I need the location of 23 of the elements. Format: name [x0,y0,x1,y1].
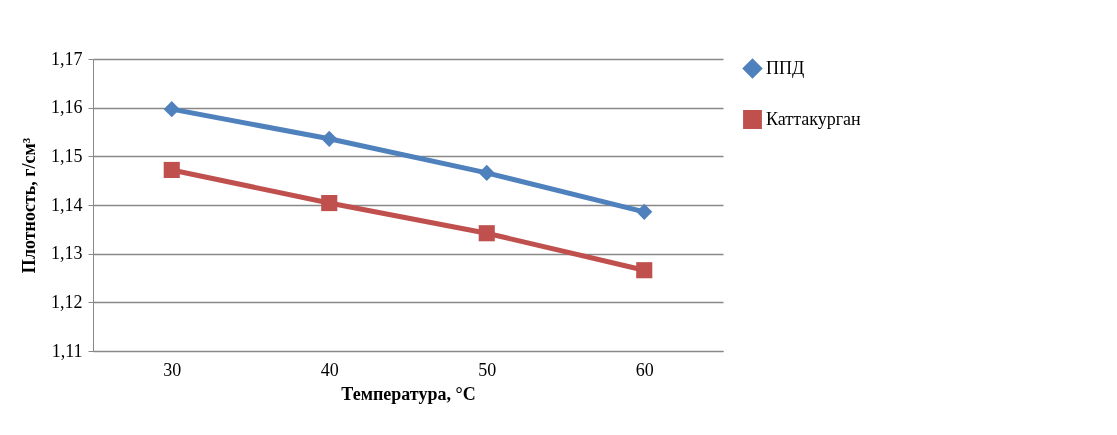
x-tick-label: 30 [163,359,182,380]
legend-label: ППД [766,57,805,78]
point [321,130,338,147]
x-tick-label: 50 [478,359,497,380]
point [163,101,180,118]
y-tick-label: 1,11 [51,340,83,361]
y-tick-label: 1,12 [51,291,83,312]
x-tick-label: 60 [635,359,654,380]
point [478,225,495,242]
y-tick-label: 1,13 [51,243,83,264]
y-axis-title: Плотность, г/см³ [19,137,39,274]
point [636,203,653,220]
y-tick-label: 1,15 [51,145,83,166]
x-axis-title: Температура, °C [341,383,476,404]
x-tick-label: 40 [320,359,339,380]
point [163,161,180,179]
y-tick-label: 1,16 [51,97,83,118]
y-tick-label: 1,17 [51,48,83,69]
point [321,194,338,212]
y-tick-label: 1,14 [51,194,83,215]
legend-label: Каттакурган [766,108,862,129]
point [636,262,653,279]
point [478,164,495,181]
